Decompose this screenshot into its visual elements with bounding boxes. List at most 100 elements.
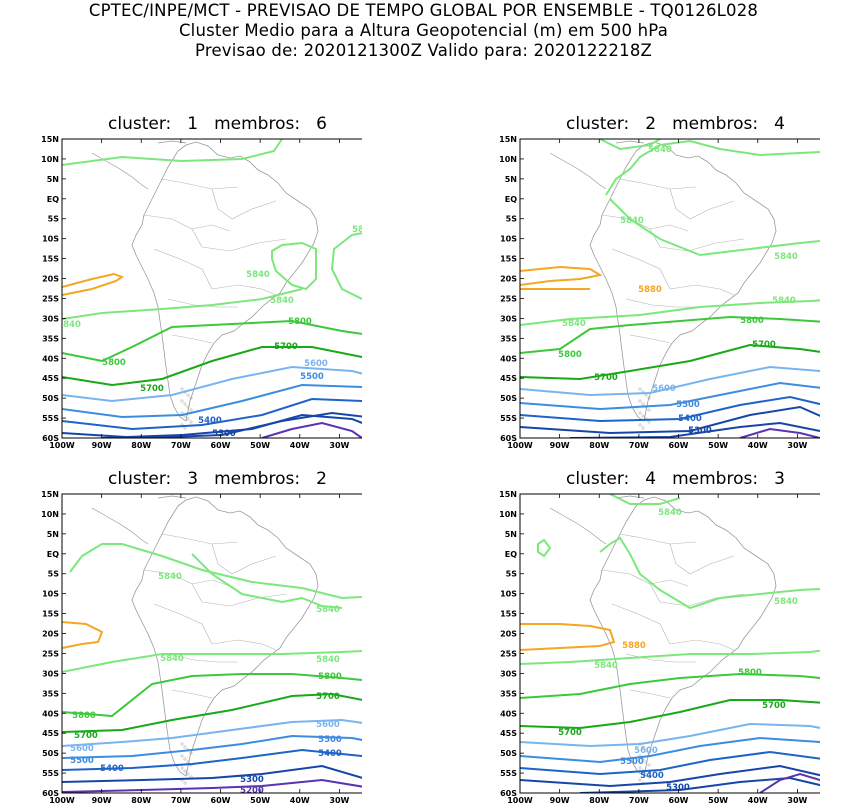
panel-4-cluster-label: cluster: xyxy=(566,469,630,489)
contour-label: 5800 xyxy=(558,350,582,360)
longitude-label: 80W xyxy=(131,796,151,805)
contour-label: 5600 xyxy=(316,720,340,730)
panel-1-membros-num: 6 xyxy=(316,114,327,134)
country-border xyxy=(191,579,231,587)
contour-label: 5840 xyxy=(160,654,184,664)
contour-label: 5840 xyxy=(648,145,672,155)
contour-label: 5840 xyxy=(246,270,270,280)
latitude-label: 45S xyxy=(42,374,59,383)
longitude-label: 50W xyxy=(250,796,270,805)
contour-label: 5880 xyxy=(622,641,646,651)
contour-label: 5840 xyxy=(158,572,182,582)
map-svg: 5840 5840 5840 5880 5840 5840 5800 5800 5700 5700… xyxy=(499,135,847,450)
contour-label: 5840 xyxy=(658,508,682,518)
country-border xyxy=(143,569,203,603)
header-line-3: Previsao de: 2020121300Z Valido para: 20… xyxy=(194,41,653,60)
contour-label: 5840 xyxy=(562,319,586,329)
country-border xyxy=(611,248,671,290)
longitude-label: 70W xyxy=(171,441,191,450)
contour-line-5840 xyxy=(69,543,383,600)
contour-label: 5300 xyxy=(666,783,690,793)
island xyxy=(638,387,642,391)
contour-label: 5700 xyxy=(274,342,298,352)
contour-label: 5700 xyxy=(762,701,786,711)
island xyxy=(641,414,645,418)
contour-line-5840 xyxy=(537,538,552,558)
contour-label: 5800 xyxy=(318,672,342,682)
panel-3-membros-label: membros: xyxy=(214,469,301,489)
contour-label: 5400 xyxy=(640,771,664,781)
contour-label: 5840 xyxy=(270,296,294,306)
contour-line-5600 xyxy=(62,718,383,747)
contour-line-5200 xyxy=(739,427,821,438)
contour-line-5880 xyxy=(62,272,125,296)
contour-label: 5600 xyxy=(304,359,328,369)
country-border xyxy=(669,284,735,296)
latitude-label: 20S xyxy=(42,275,59,284)
contour-line-5600 xyxy=(62,365,383,403)
longitude-label: 60W xyxy=(211,796,231,805)
map-panel-cluster-4: 5840 5840 5880 5840 5800 5700 5700 5600 5500 5400… xyxy=(486,489,847,809)
contour-label: 5600 xyxy=(634,746,658,756)
contour-label: 5600 xyxy=(70,744,94,754)
island xyxy=(183,757,187,761)
contour-line-5400 xyxy=(520,395,841,423)
country-border xyxy=(171,689,213,699)
latitude-label: 30S xyxy=(500,669,517,678)
island xyxy=(644,772,648,776)
country-border xyxy=(619,533,697,545)
latitude-label: 15S xyxy=(500,255,517,264)
contour-line-5880 xyxy=(62,621,104,649)
latitude-label: 55S xyxy=(500,414,517,423)
panel-2-membros-label: membros: xyxy=(672,114,759,134)
latitude-label: 50S xyxy=(500,749,517,758)
latitude-label: 30S xyxy=(42,314,59,323)
coastline xyxy=(157,495,187,499)
island xyxy=(638,411,642,415)
longitude-label: 60W xyxy=(669,796,689,805)
country-border xyxy=(161,533,239,545)
country-border xyxy=(211,639,277,651)
contour-line-5840 xyxy=(62,649,383,673)
latitude-label: 5S xyxy=(506,570,518,579)
contour-line-5700 xyxy=(62,346,383,387)
contour-label: 5800 xyxy=(288,317,312,327)
contour-line-5800 xyxy=(520,315,841,354)
longitude-label: 50W xyxy=(708,796,728,805)
contour-label: 5500 xyxy=(300,372,324,382)
longitude-label: 90W xyxy=(92,796,112,805)
latitude-label: 60S xyxy=(500,789,517,798)
latitude-label: 35S xyxy=(500,334,517,343)
contour-line-5300 xyxy=(520,405,841,435)
contour-line-5800 xyxy=(62,319,383,363)
contour-line-5840 xyxy=(62,288,303,320)
latitude-label: 35S xyxy=(42,334,59,343)
longitude-label: 40W xyxy=(290,796,310,805)
panel-1-cluster-label: cluster: xyxy=(108,114,172,134)
contour-label: 5800 xyxy=(740,316,764,326)
island xyxy=(641,402,645,406)
contour-line-5840 xyxy=(191,553,343,609)
country-border xyxy=(611,603,671,645)
latitude-label: 55S xyxy=(42,769,59,778)
contour-line-5200 xyxy=(261,421,363,438)
longitude-label: 30W xyxy=(329,441,349,450)
latitude-label: EQ xyxy=(505,195,517,204)
contour-line-5700 xyxy=(62,692,383,733)
contour-label: 5700 xyxy=(752,340,776,350)
latitude-label: 45S xyxy=(500,374,517,383)
panel-2-title: cluster: 2 membros: 4 xyxy=(566,114,801,134)
coastline xyxy=(549,507,607,545)
contour-label: 5400 xyxy=(100,764,124,774)
island xyxy=(186,405,190,409)
contour-line-5840 xyxy=(520,298,841,326)
latitude-label: 25S xyxy=(42,649,59,658)
contour-line-5840 xyxy=(609,198,841,257)
latitude-label: 40S xyxy=(500,709,517,718)
longitude-label: 60W xyxy=(669,441,689,450)
contour-line-5840 xyxy=(609,494,681,505)
coastline xyxy=(549,152,607,190)
island xyxy=(180,742,184,746)
panel-1-title: cluster: 1 membros: 6 xyxy=(108,114,343,134)
latitude-label: 35S xyxy=(42,689,59,698)
